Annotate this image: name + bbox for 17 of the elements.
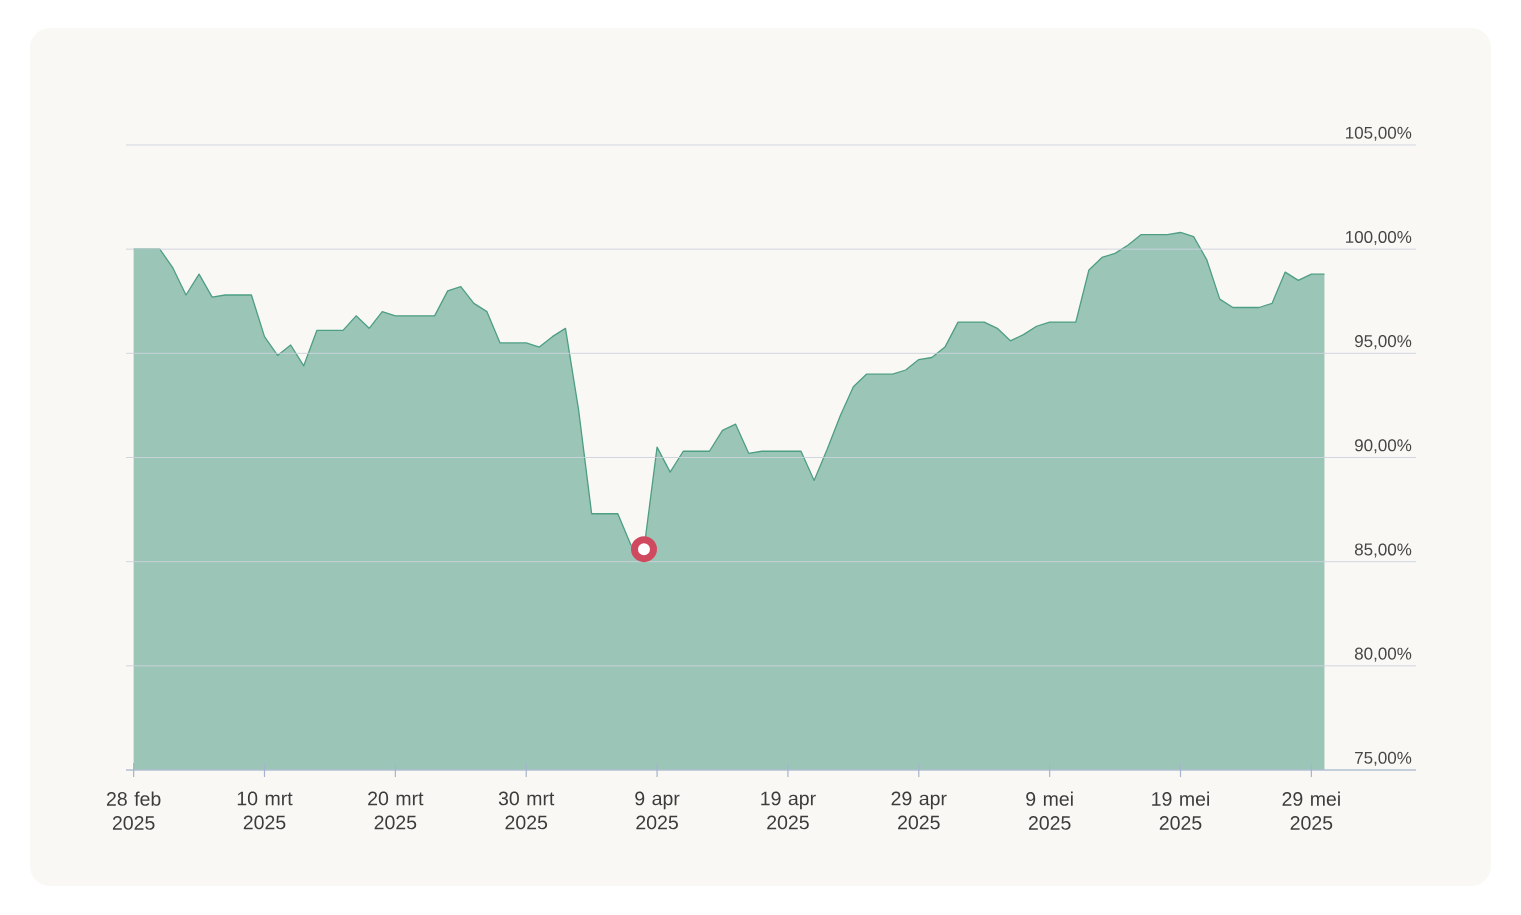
y-tick-label: 105,00% xyxy=(1346,126,1412,141)
x-tick-label: 30 mrt 2025 xyxy=(498,791,555,830)
y-tick-label: 100,00% xyxy=(1346,230,1412,245)
x-tick-label: 19 apr 2025 xyxy=(761,791,816,830)
y-tick-label: 80,00% xyxy=(1354,647,1412,662)
y-tick-label: 90,00% xyxy=(1354,439,1412,454)
x-tick-label: 9 mei 2025 xyxy=(1026,791,1073,830)
x-tick-label: 19 mei 2025 xyxy=(1152,791,1209,830)
x-tick-label: 29 apr 2025 xyxy=(891,791,947,830)
y-tick-label: 95,00% xyxy=(1354,335,1412,350)
x-tick-label: 20 mrt 2025 xyxy=(368,791,424,830)
y-tick-label: 75,00% xyxy=(1355,751,1412,766)
x-tick-label: 9 apr 2025 xyxy=(635,791,680,830)
x-tick-label: 10 mrt 2025 xyxy=(237,791,293,830)
x-tick-label: 29 mei 2025 xyxy=(1282,791,1340,830)
y-tick-label: 85,00% xyxy=(1354,543,1412,558)
x-tick-label: 28 feb 2025 xyxy=(106,791,161,830)
